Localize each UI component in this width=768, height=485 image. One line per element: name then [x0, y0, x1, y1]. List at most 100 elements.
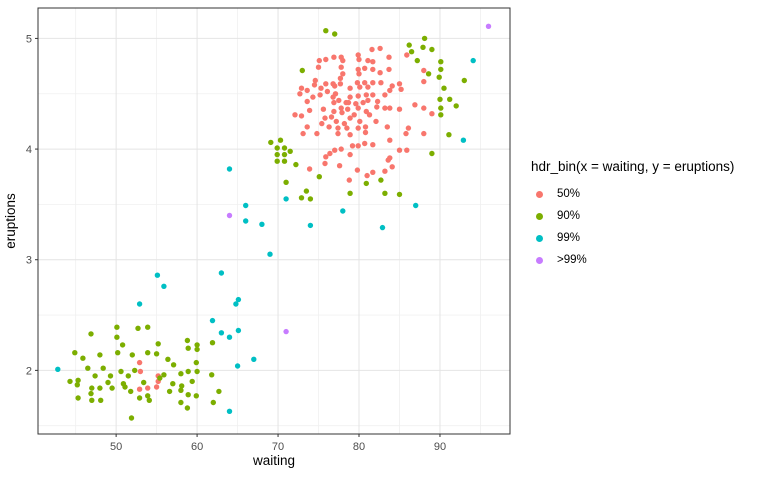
data-point	[322, 160, 328, 167]
data-point	[287, 148, 293, 154]
data-point	[347, 132, 353, 138]
data-point	[360, 99, 366, 106]
data-point	[355, 143, 361, 149]
data-point	[146, 397, 152, 403]
data-point	[136, 395, 143, 401]
data-point	[332, 83, 338, 89]
data-point	[429, 150, 435, 157]
data-point	[396, 81, 403, 87]
data-point	[226, 334, 233, 340]
data-point	[226, 408, 233, 414]
data-point	[297, 91, 303, 97]
data-point	[274, 158, 280, 164]
data-point	[437, 96, 443, 103]
data-point	[293, 161, 299, 168]
data-point	[370, 59, 376, 65]
data-point	[88, 390, 94, 397]
data-point	[235, 296, 242, 303]
data-point	[89, 385, 95, 391]
data-point	[345, 106, 351, 112]
data-point	[421, 130, 427, 137]
data-point	[304, 98, 310, 105]
data-point	[153, 351, 160, 357]
data-point	[470, 57, 476, 64]
data-point	[243, 202, 249, 209]
data-point	[363, 92, 369, 98]
x-tick-label: 90	[434, 441, 446, 453]
data-point	[128, 388, 134, 395]
data-point	[283, 196, 289, 202]
data-point	[362, 124, 369, 130]
data-point	[421, 67, 427, 74]
data-point	[333, 118, 339, 125]
data-point	[357, 118, 363, 125]
data-point	[75, 395, 81, 401]
data-point	[226, 212, 233, 219]
y-axis-title: eruptions	[3, 193, 18, 249]
data-point	[355, 105, 361, 111]
data-point	[194, 368, 200, 375]
data-point	[414, 57, 420, 64]
legend-label: 99%	[557, 232, 581, 244]
data-point	[233, 301, 239, 307]
data-point	[118, 368, 124, 375]
data-point	[396, 147, 403, 153]
data-point	[317, 92, 323, 98]
data-point	[377, 45, 383, 52]
data-point	[161, 283, 167, 289]
data-point	[161, 372, 167, 378]
data-point	[178, 387, 184, 393]
data-point	[369, 46, 375, 53]
data-point	[145, 385, 151, 391]
legend-label: >99%	[557, 254, 587, 266]
data-point	[338, 146, 344, 152]
data-point	[362, 65, 368, 72]
x-axis-title: waiting	[252, 453, 295, 468]
data-point	[370, 80, 376, 86]
data-point	[178, 371, 184, 377]
data-point	[268, 139, 274, 146]
data-point	[115, 350, 121, 356]
data-point	[363, 180, 369, 187]
data-point	[97, 385, 103, 391]
legend-item: 99%	[531, 227, 734, 249]
data-point	[347, 115, 353, 121]
data-point	[386, 54, 392, 60]
legend-item: 50%	[531, 183, 734, 205]
data-point	[337, 75, 344, 82]
data-point	[355, 66, 361, 73]
data-point	[315, 64, 322, 70]
legend: hdr_bin(x = waiting, y = eruptions) 50% 9…	[531, 159, 734, 271]
data-point	[310, 94, 316, 100]
data-point	[389, 164, 395, 170]
data-point	[382, 105, 388, 111]
data-point	[453, 103, 459, 109]
data-point	[384, 124, 390, 130]
data-point	[298, 113, 305, 119]
data-point	[318, 85, 324, 91]
data-point	[405, 125, 412, 131]
data-point	[357, 84, 363, 90]
data-point	[338, 105, 344, 111]
data-point	[55, 366, 61, 372]
data-point	[277, 137, 284, 143]
data-point	[85, 365, 91, 371]
data-point	[251, 356, 257, 362]
y-tick-label: 3	[26, 255, 32, 267]
data-point	[355, 52, 361, 58]
data-point	[307, 196, 314, 202]
data-point	[382, 168, 388, 174]
data-point	[235, 327, 242, 334]
data-point	[354, 80, 361, 86]
data-point	[326, 124, 332, 130]
data-point	[137, 368, 144, 375]
data-point	[218, 330, 225, 336]
data-point	[107, 373, 114, 379]
data-point	[209, 340, 216, 346]
legend-items: 50% 90% 99% >99%	[531, 183, 734, 271]
data-point	[370, 66, 376, 73]
data-point	[125, 373, 131, 379]
data-point	[421, 105, 427, 111]
legend-item: 90%	[531, 205, 734, 227]
